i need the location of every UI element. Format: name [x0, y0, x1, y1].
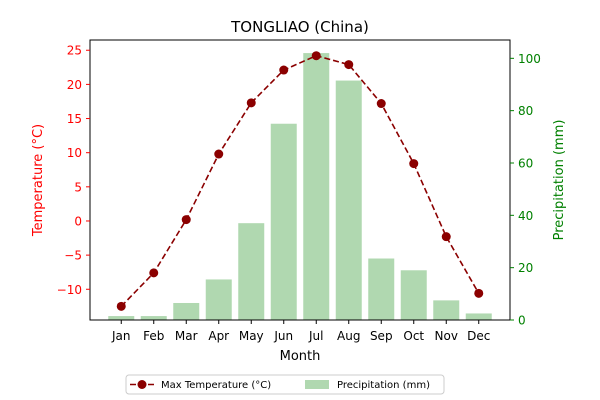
left-tick-label: 0	[74, 214, 82, 228]
left-tick-label: −10	[57, 283, 82, 297]
precip-bar-jun	[270, 123, 297, 321]
precip-bar-sep	[368, 258, 395, 320]
left-tick-label: 20	[67, 78, 82, 92]
chart-title: TONGLIAO (China)	[230, 18, 369, 36]
legend-label-precipitation: Precipitation (mm)	[337, 380, 430, 391]
legend-line-marker	[137, 380, 147, 389]
temperature-polyline	[120, 54, 480, 307]
precip-bar-dec	[465, 313, 492, 320]
temp-point-may	[246, 98, 256, 108]
precip-bar-may	[238, 223, 265, 320]
x-tick-label-jan: Jan	[111, 329, 131, 343]
precip-bar-apr	[205, 279, 232, 320]
x-tick-label-may: May	[239, 329, 264, 343]
left-tick-label: 10	[67, 146, 82, 160]
right-tick-label: 60	[518, 156, 533, 170]
left-tick-label: −5	[64, 249, 82, 263]
temp-point-sep	[376, 99, 386, 109]
right-tick-label: 100	[518, 52, 541, 66]
temperature-line	[116, 51, 484, 311]
left-axis-label: Temperature (°C)	[31, 124, 46, 237]
temp-point-dec	[474, 288, 484, 298]
right-tick-label: 40	[518, 209, 533, 223]
temp-point-jan	[116, 301, 126, 311]
legend-label-temperature: Max Temperature (°C)	[161, 380, 271, 391]
x-tick-label-sep: Sep	[370, 329, 393, 343]
precip-bar-jan	[108, 316, 135, 320]
precip-bar-jul	[303, 53, 330, 321]
left-tick-label: 5	[74, 180, 82, 194]
x-tick-label-jul: Jul	[308, 329, 323, 343]
legend-bar-swatch	[305, 380, 329, 389]
chart-axes: −10 −5 0 5 10 15 20 25 0 20 40 60 80 100 Jan Feb Mar Apr M…	[57, 39, 541, 343]
x-tick-label-apr: Apr	[208, 329, 229, 343]
temp-point-jun	[279, 65, 289, 75]
precip-bar-nov	[433, 300, 460, 320]
precipitation-bars	[108, 53, 492, 321]
right-tick-label: 20	[518, 261, 533, 275]
temp-point-mar	[181, 215, 191, 225]
temp-point-nov	[441, 232, 451, 242]
temp-point-oct	[409, 159, 419, 169]
temp-point-aug	[344, 60, 354, 70]
right-tick-label: 0	[518, 314, 526, 328]
temp-point-feb	[149, 268, 159, 278]
temp-point-jul	[311, 51, 321, 61]
left-tick-label: 25	[67, 44, 82, 58]
precip-bar-mar	[173, 302, 200, 320]
temp-point-apr	[214, 149, 224, 159]
x-tick-label-dec: Dec	[467, 329, 490, 343]
precip-bar-oct	[400, 270, 427, 320]
x-tick-label-mar: Mar	[175, 329, 198, 343]
right-axis-label: Precipitation (mm)	[552, 120, 567, 241]
right-tick-label: 80	[518, 104, 533, 118]
x-axis-label: Month	[280, 349, 321, 364]
x-tick-label-aug: Aug	[337, 329, 360, 343]
plot-frame	[89, 39, 511, 321]
x-tick-label-feb: Feb	[143, 329, 164, 343]
x-tick-label-oct: Oct	[403, 329, 424, 343]
x-tick-label-jun: Jun	[273, 329, 293, 343]
precip-bar-feb	[140, 316, 167, 320]
chart-legend: Max Temperature (°C) Precipitation (mm)	[125, 374, 445, 395]
precip-bar-aug	[335, 80, 362, 320]
x-tick-label-nov: Nov	[435, 329, 458, 343]
left-tick-label: 15	[67, 112, 82, 126]
legend-box	[125, 374, 445, 395]
